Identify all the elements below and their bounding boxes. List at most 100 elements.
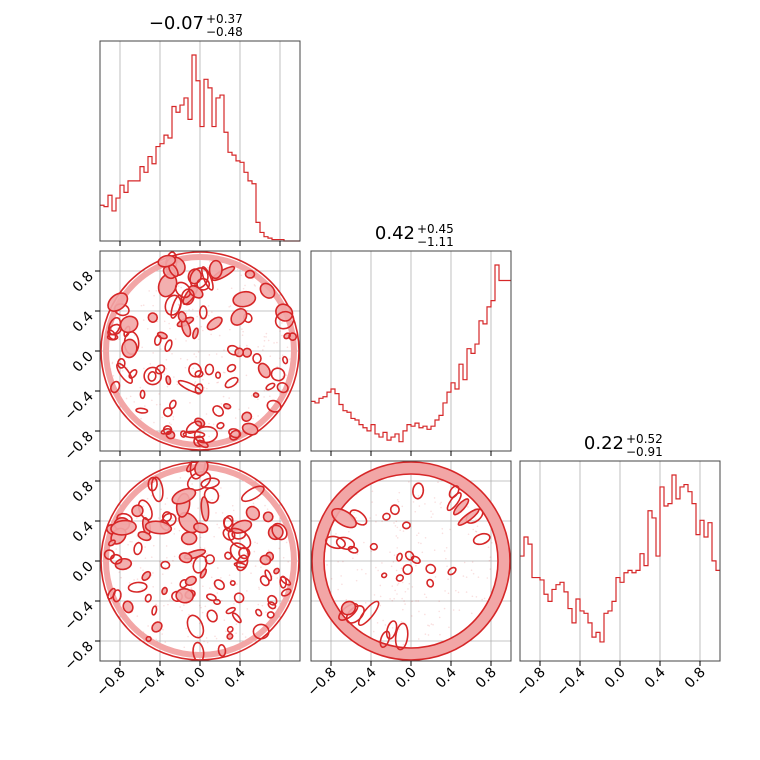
- scatter-point: [286, 346, 289, 349]
- scatter-point: [401, 581, 404, 584]
- contour-blob: [143, 366, 163, 386]
- scatter-point: [121, 370, 124, 372]
- histogram-step: [100, 54, 300, 242]
- scatter-point: [443, 550, 446, 552]
- contour-blob: [217, 644, 227, 657]
- scatter-point: [140, 304, 143, 307]
- scatter-point: [155, 290, 158, 292]
- scatter-point: [279, 357, 281, 360]
- contour-blob: [144, 520, 173, 535]
- scatter-point: [348, 530, 350, 533]
- scatter-point: [396, 526, 399, 529]
- scatter-point: [111, 362, 114, 365]
- scatter-point: [467, 533, 470, 536]
- scatter-point: [160, 508, 162, 511]
- scatter-point: [391, 599, 394, 602]
- scatter-point: [242, 287, 245, 290]
- scatter-point: [241, 328, 243, 330]
- contour-blob: [446, 492, 462, 512]
- scatter-point: [397, 500, 400, 503]
- y-tick-label: −0.8: [61, 639, 96, 674]
- scatter-point: [191, 308, 194, 311]
- contour-blob: [141, 570, 152, 581]
- scatter-point: [205, 413, 208, 415]
- scatter-point: [190, 587, 193, 589]
- scatter-point: [139, 386, 142, 389]
- scatter-point: [420, 542, 422, 545]
- scatter-point: [381, 562, 383, 564]
- scatter-point: [209, 500, 212, 502]
- scatter-point: [245, 374, 248, 377]
- scatter-point: [242, 330, 244, 333]
- scatter-point: [373, 594, 376, 596]
- scatter-point: [384, 624, 387, 626]
- contour-blob: [128, 369, 138, 379]
- scatter-point: [161, 416, 164, 419]
- contour-blob: [206, 316, 223, 331]
- histogram-panel-2: 0.42 +0.45−1.11: [310, 222, 512, 456]
- scatter-point: [129, 540, 131, 543]
- contour-island: [395, 574, 405, 582]
- scatter-point: [151, 399, 153, 402]
- scatter-point: [454, 487, 457, 490]
- scatter-point: [340, 575, 342, 577]
- scatter-point: [428, 625, 431, 627]
- scatter-point: [471, 561, 474, 563]
- scatter-point: [269, 395, 271, 398]
- scatter-point: [416, 534, 418, 537]
- contour-outer: [100, 251, 300, 451]
- x-tick-label: 0.8: [682, 665, 709, 692]
- scatter-point: [446, 565, 448, 568]
- scatter-point: [155, 638, 157, 641]
- scatter-point: [379, 595, 382, 598]
- scatter-point: [152, 572, 154, 574]
- scatter-point: [157, 605, 159, 607]
- scatter-point: [361, 568, 363, 571]
- scatter-point: [414, 510, 417, 513]
- contour-blob: [279, 576, 292, 586]
- scatter-point: [235, 632, 237, 635]
- scatter-point: [434, 501, 436, 503]
- contour-blob: [107, 587, 116, 600]
- contour-island: [380, 572, 388, 579]
- scatter-point: [424, 613, 426, 616]
- scatter-point: [418, 610, 420, 613]
- contour-island: [396, 552, 403, 562]
- scatter-point: [204, 605, 207, 608]
- contour-blob: [165, 375, 172, 386]
- histogram-step: [311, 264, 511, 443]
- scatter-point: [211, 311, 213, 313]
- contour-blob: [206, 609, 218, 623]
- scatter-point: [438, 616, 441, 619]
- scatter-point: [404, 590, 407, 593]
- scatter-point: [396, 537, 399, 539]
- scatter-point: [216, 592, 219, 594]
- contour-island: [426, 578, 435, 588]
- scatter-point: [355, 579, 358, 582]
- scatter-point: [437, 481, 439, 483]
- scatter-point: [258, 586, 260, 589]
- scatter-point: [375, 514, 377, 516]
- x-tick-label: −0.8: [513, 665, 548, 700]
- scatter-point: [269, 355, 272, 357]
- scatter-point: [205, 552, 208, 555]
- scatter-point: [236, 268, 239, 271]
- x-tick-label: 0.8: [473, 665, 500, 692]
- contour-blob: [275, 303, 294, 322]
- contour-blob: [213, 598, 221, 606]
- contour-blob: [271, 522, 288, 541]
- scatter-point: [285, 374, 288, 376]
- y-tick-label: 0.8: [70, 479, 97, 506]
- scatter-point: [153, 294, 155, 297]
- scatter-point: [221, 356, 223, 358]
- contour-inner: [323, 473, 499, 649]
- contour-blob: [266, 611, 275, 619]
- contour-panel-r1-c0: [99, 250, 301, 456]
- contour-blob: [180, 288, 195, 306]
- scatter-point: [246, 344, 248, 347]
- scatter-point: [190, 562, 193, 565]
- scatter-point: [391, 585, 394, 587]
- scatter-point: [417, 600, 420, 602]
- scatter-point: [402, 643, 405, 646]
- scatter-point: [411, 615, 413, 617]
